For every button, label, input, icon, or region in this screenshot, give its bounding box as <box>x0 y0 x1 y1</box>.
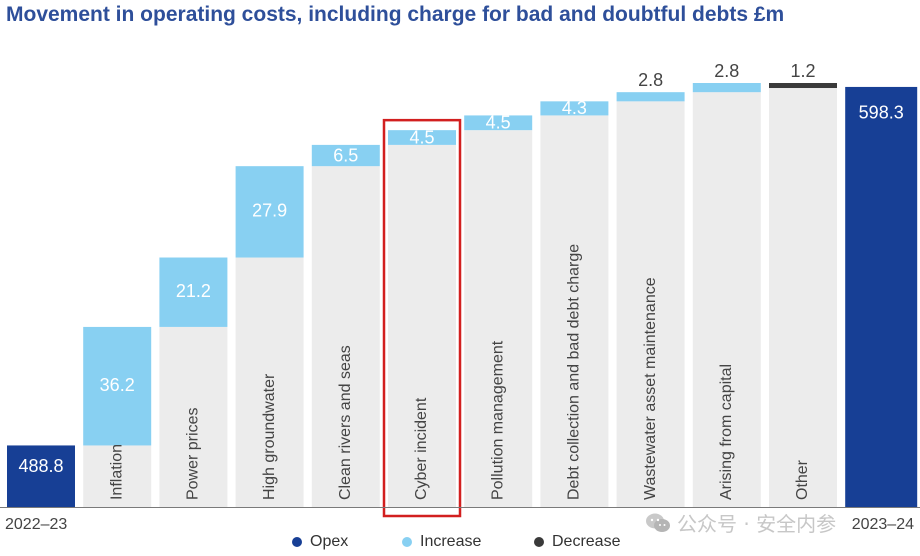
bar-delta-clean-rivers-and-seas <box>311 144 380 167</box>
bar-base-arising-from-capital <box>692 92 761 508</box>
bar-delta-debt-collection-and-bad-debt-charge <box>540 101 609 116</box>
data-label-inflation: 36.2 <box>100 375 135 395</box>
bar-base-debt-collection-and-bad-debt-charge <box>540 115 609 507</box>
data-label-high-groundwater: 27.9 <box>252 201 287 221</box>
bar-base-wastewater-asset-maintenance <box>616 101 685 507</box>
data-label-debt-collection-and-bad-debt-charge: 4.3 <box>562 98 587 118</box>
category-label-pollution-management: Pollution management <box>489 340 506 500</box>
category-label-debt-collection-and-bad-debt-charge: Debt collection and bad debt charge <box>566 244 583 500</box>
bar-base-cyber-incident <box>388 144 456 508</box>
bar-base-clean-rivers-and-seas <box>311 166 380 507</box>
category-label-power-prices: Power prices <box>185 408 202 500</box>
data-label-power-prices: 21.2 <box>176 281 211 301</box>
legend-swatch-increase <box>402 537 412 547</box>
bar-delta-cyber-incident <box>388 130 456 145</box>
chart-title: Movement in operating costs, including c… <box>6 3 785 26</box>
legend-label-decrease: Decrease <box>552 533 621 550</box>
bar-end-2023-24 <box>845 86 918 508</box>
data-label-clean-rivers-and-seas: 6.5 <box>333 145 358 165</box>
bar-delta-pollution-management <box>464 115 533 131</box>
bar-delta-power-prices <box>159 257 228 327</box>
data-label-end: 598.3 <box>859 103 904 123</box>
bar-base-inflation <box>83 445 152 507</box>
category-label-other: Other <box>794 459 811 500</box>
data-label-start: 488.8 <box>18 456 63 476</box>
bar-delta-wastewater-asset-maintenance <box>616 92 685 102</box>
bar-base-pollution-management <box>464 130 533 508</box>
data-label-cyber-incident: 4.5 <box>409 127 434 147</box>
category-label-cyber-incident: Cyber incident <box>413 397 430 500</box>
category-label-high-groundwater: High groundwater <box>261 373 278 500</box>
bar-start-2022-23 <box>7 445 75 507</box>
legend-item-increase: Increase <box>402 533 481 551</box>
wechat-icon <box>646 513 670 532</box>
legend-item-decrease: Decrease <box>534 533 620 551</box>
bar-delta-other <box>769 83 837 89</box>
legend-item-opex: Opex <box>292 533 348 551</box>
watermark-text: 公众号 · 安全内参 <box>677 512 837 536</box>
bar-delta-inflation <box>83 326 152 446</box>
bar-delta-arising-from-capital <box>692 83 761 93</box>
bar-base-high-groundwater <box>235 257 304 507</box>
period-label-start: 2022–23 <box>5 516 67 533</box>
category-label-inflation: Inflation <box>108 444 125 500</box>
bar-delta-high-groundwater <box>235 166 304 258</box>
highlight-box-cyber-incident <box>382 118 462 518</box>
data-label-pollution-management: 4.5 <box>486 113 511 133</box>
legend-swatch-decrease <box>534 537 544 547</box>
data-label-other: 1.2 <box>790 61 815 81</box>
category-label-clean-rivers-and-seas: Clean rivers and seas <box>337 345 354 500</box>
bar-base-power-prices <box>159 326 228 507</box>
legend-swatch-opex <box>292 537 302 547</box>
category-label-arising-from-capital: Arising from capital <box>718 364 735 500</box>
bar-base-other <box>769 86 837 508</box>
category-label-wastewater-asset-maintenance: Wastewater asset maintenance <box>642 277 659 500</box>
period-label-end: 2023–24 <box>852 516 914 533</box>
legend-label-opex: Opex <box>310 533 349 550</box>
data-label-arising-from-capital: 2.8 <box>714 61 739 81</box>
legend-label-increase: Increase <box>420 533 482 550</box>
watermark: 公众号 · 安全内参 <box>645 508 836 537</box>
data-label-wastewater-asset-maintenance: 2.8 <box>638 70 663 90</box>
